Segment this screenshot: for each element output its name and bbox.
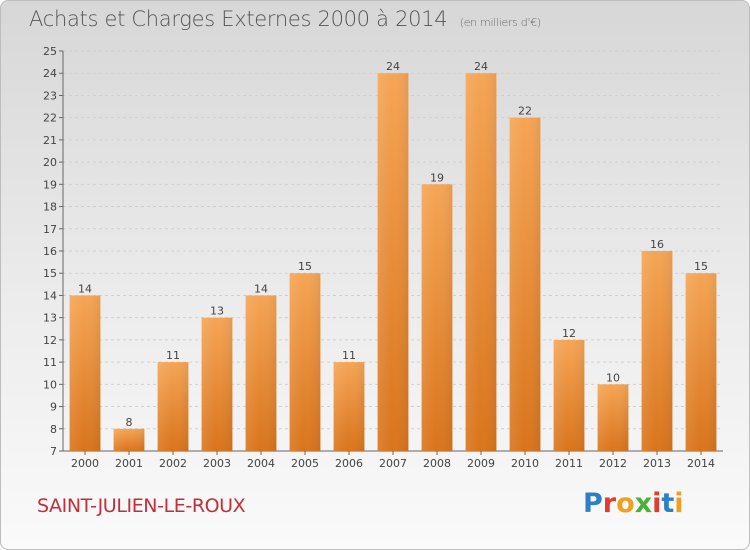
y-tick-label: 21 — [43, 134, 57, 147]
value-label-2005: 15 — [298, 260, 312, 273]
y-tick-label: 14 — [43, 289, 57, 302]
logo-letter: i — [674, 488, 684, 519]
y-tick-label: 9 — [50, 401, 57, 414]
y-tick-label: 22 — [43, 112, 57, 125]
value-label-2011: 12 — [562, 327, 576, 340]
y-tick-label: 11 — [43, 356, 57, 369]
logo-letter: r — [602, 488, 617, 519]
data-labels: 14 8 11 13 14 15 11 24 19 24 22 12 10 16 15 — [78, 60, 708, 429]
logo-letter: P — [583, 488, 603, 519]
bar-shine-2014 — [685, 273, 717, 451]
bar-shine-2006 — [333, 362, 365, 451]
y-tick-label: 8 — [50, 423, 57, 436]
bar-shine-2003 — [201, 317, 233, 451]
proxiti-logo: Proxiti — [583, 488, 684, 519]
x-tick-label-2012: 2012 — [599, 457, 627, 470]
y-tick-label: 16 — [43, 245, 57, 258]
y-tick-label: 20 — [43, 156, 57, 169]
chart-title-text: Achats et Charges Externes 2000 à 2014 — [29, 7, 448, 31]
bar-shine-2013 — [641, 251, 673, 451]
x-tick-label-2001: 2001 — [115, 457, 143, 470]
y-tick-label: 13 — [43, 312, 57, 325]
y-tick-label: 19 — [43, 178, 57, 191]
x-tick-label-2004: 2004 — [247, 457, 275, 470]
value-label-2004: 14 — [254, 282, 268, 295]
x-tick-label-2006: 2006 — [335, 457, 363, 470]
place-name: SAINT-JULIEN-LE-ROUX — [37, 495, 246, 517]
value-label-2014: 15 — [694, 260, 708, 273]
logo-letter: x — [634, 488, 653, 519]
value-label-2010: 22 — [518, 105, 532, 118]
value-label-2006: 11 — [342, 349, 356, 362]
bar-shine-2007 — [377, 73, 409, 451]
x-tick-label-2000: 2000 — [71, 457, 99, 470]
y-tick-label: 25 — [43, 45, 57, 58]
bar-shine-2012 — [597, 384, 629, 451]
y-tick-label: 7 — [50, 445, 57, 458]
y-tick-label: 12 — [43, 334, 57, 347]
x-tick-label-2009: 2009 — [467, 457, 495, 470]
bar-shine-2009 — [465, 73, 497, 451]
x-tick-label-2002: 2002 — [159, 457, 187, 470]
bar-shine-2011 — [553, 339, 585, 451]
bar-shine-2000 — [69, 295, 101, 451]
y-tick-label: 15 — [43, 267, 57, 280]
bar-shine-2008 — [421, 184, 453, 452]
bars — [69, 73, 717, 452]
value-label-2009: 24 — [474, 60, 488, 73]
value-label-2013: 16 — [650, 238, 664, 251]
logo-letter: t — [661, 488, 675, 519]
value-label-2007: 24 — [386, 60, 400, 73]
bar-shine-2010 — [509, 117, 541, 452]
chart-subtitle: (en milliers d'€) — [459, 16, 541, 29]
x-tick-label-2010: 2010 — [511, 457, 539, 470]
bar-shine-2005 — [289, 273, 321, 451]
chart-title: Achats et Charges Externes 2000 à 2014 (… — [29, 7, 541, 31]
logo-letter: o — [616, 488, 635, 519]
y-tick-label: 10 — [43, 378, 57, 391]
y-tick-label: 17 — [43, 223, 57, 236]
x-tick-label-2007: 2007 — [379, 457, 407, 470]
x-tick-label-2013: 2013 — [643, 457, 671, 470]
x-tick-label-2003: 2003 — [203, 457, 231, 470]
y-tick-label: 23 — [43, 89, 57, 102]
y-tick-label: 24 — [43, 67, 57, 80]
axes: 7 8 9 10 11 12 13 14 15 16 17 18 19 20 21 22 23 24 25 2000 2… — [43, 45, 723, 470]
x-tick-label-2014: 2014 — [687, 457, 715, 470]
logo-letter: i — [652, 488, 662, 519]
value-label-2000: 14 — [78, 282, 92, 295]
value-label-2003: 13 — [210, 305, 224, 318]
value-label-2012: 10 — [606, 371, 620, 384]
value-label-2008: 19 — [430, 171, 444, 184]
value-label-2001: 8 — [126, 416, 133, 429]
value-label-2002: 11 — [166, 349, 180, 362]
bar-shine-2001 — [113, 428, 145, 451]
bar-shine-2004 — [245, 295, 277, 451]
x-tick-label-2011: 2011 — [555, 457, 583, 470]
x-tick-label-2005: 2005 — [291, 457, 319, 470]
bar-shine-2002 — [157, 362, 189, 451]
y-tick-label: 18 — [43, 201, 57, 214]
x-tick-label-2008: 2008 — [423, 457, 451, 470]
